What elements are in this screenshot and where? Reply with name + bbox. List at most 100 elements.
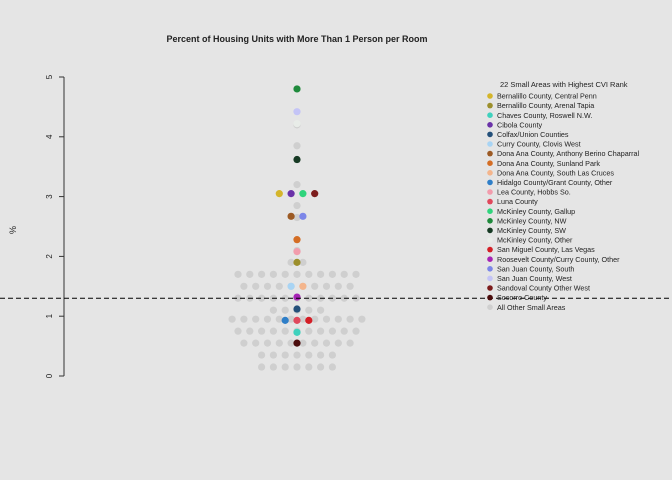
background-dot xyxy=(311,282,319,290)
background-dot xyxy=(228,315,236,323)
background-dot xyxy=(299,339,307,347)
background-dot xyxy=(258,351,266,359)
background-dot xyxy=(275,315,283,323)
y-tick-label: 3 xyxy=(45,194,54,199)
background-dot xyxy=(234,294,242,302)
legend-label: Dona Ana County, South Las Cruces xyxy=(497,168,614,177)
background-dot xyxy=(281,363,289,371)
legend-label: Lea County, Hobbs So. xyxy=(497,188,571,197)
background-dot xyxy=(263,339,272,347)
legend-swatch xyxy=(487,170,493,176)
legend-label: McKinley County, Gallup xyxy=(497,207,575,216)
background-dot xyxy=(240,315,248,323)
background-dot xyxy=(358,315,366,323)
legend-label: Dona Ana County, Anthony Berino Chaparra… xyxy=(497,149,640,158)
legend-swatch xyxy=(487,304,493,311)
legend-swatch xyxy=(487,218,493,224)
background-dot xyxy=(322,315,331,323)
legend-label: Cibola County xyxy=(497,120,543,129)
background-dot xyxy=(287,315,295,323)
legend-label: San Juan County, West xyxy=(497,274,572,283)
series-dot xyxy=(299,190,307,198)
background-dot xyxy=(299,258,307,266)
legend-swatch xyxy=(487,285,493,291)
legend-swatch xyxy=(487,237,493,243)
background-dot xyxy=(252,315,260,323)
background-dot xyxy=(252,339,260,347)
background-dot xyxy=(305,351,313,359)
background-dot xyxy=(234,327,242,335)
background-dot xyxy=(263,315,272,323)
background-dot xyxy=(293,181,301,189)
series-dot xyxy=(293,248,301,256)
background-dot xyxy=(293,213,301,222)
background-dot xyxy=(317,327,325,335)
background-dot xyxy=(311,339,319,347)
background-dot xyxy=(328,363,336,371)
legend-label: Sandoval County Other West xyxy=(497,284,590,293)
series-dot xyxy=(287,282,295,290)
background-dot xyxy=(281,270,289,278)
background-dot xyxy=(317,363,325,371)
background-dot xyxy=(317,351,325,359)
background-dot xyxy=(246,270,254,278)
background-dot xyxy=(293,142,301,150)
background-dot xyxy=(263,282,272,290)
background-dot xyxy=(346,315,354,323)
background-dot xyxy=(346,339,354,347)
series-dot xyxy=(281,316,289,324)
legend-swatch xyxy=(487,150,493,157)
background-dot xyxy=(340,327,348,335)
y-axis: 0 1 2 3 4 5 xyxy=(45,74,65,378)
series-dot xyxy=(299,282,307,290)
chart-title: Percent of Housing Units with More Than … xyxy=(166,34,427,44)
legend-swatch xyxy=(487,179,493,186)
legend-swatch xyxy=(487,208,493,214)
series-dot xyxy=(293,258,301,266)
y-tick-label: 0 xyxy=(45,373,54,378)
legend-swatch xyxy=(487,141,493,147)
background-dot xyxy=(258,270,266,278)
series-dot xyxy=(305,316,313,324)
background-dot xyxy=(275,282,283,290)
y-tick-label: 1 xyxy=(45,313,54,318)
series-dot xyxy=(293,328,301,336)
y-tick-label: 4 xyxy=(45,134,54,139)
background-dot xyxy=(293,363,301,371)
background-dot xyxy=(258,294,266,302)
background-dot xyxy=(234,270,242,278)
background-dot xyxy=(281,294,289,302)
background-dot xyxy=(258,363,266,371)
legend-label: Chaves County, Roswell N.W. xyxy=(497,111,592,120)
background-dot xyxy=(322,339,331,347)
y-axis-label: % xyxy=(8,226,18,234)
background-dot xyxy=(305,327,313,335)
background-dot xyxy=(275,339,283,347)
legend-label: Dona Ana County, Sunland Park xyxy=(497,159,600,168)
background-dot xyxy=(346,282,354,290)
legend-swatch xyxy=(487,294,493,301)
legend-label: Bernalillo County, Arenal Tapia xyxy=(497,101,594,110)
legend-label: Luna County xyxy=(497,197,538,206)
legend-label: McKinley County, NW xyxy=(497,216,567,225)
legend-label: Roosevelt County/Curry County, Other xyxy=(497,255,620,264)
series-dot xyxy=(293,316,301,324)
series-dot xyxy=(311,190,319,198)
background-dot xyxy=(317,306,325,314)
legend-label: McKinley County, SW xyxy=(497,226,566,235)
background-dot xyxy=(299,315,307,323)
legend-swatch xyxy=(487,266,493,272)
series-dot xyxy=(293,108,301,116)
series-dot xyxy=(293,85,301,93)
legend: 22 Small Areas with Highest CVI Rank Ber… xyxy=(487,80,640,312)
background-dot xyxy=(317,270,325,278)
legend-label: Bernalillo County, Central Penn xyxy=(497,92,597,101)
legend-swatch xyxy=(487,227,493,234)
legend-swatch xyxy=(487,112,493,118)
legend-swatch xyxy=(487,131,493,138)
legend-label: McKinley County, Other xyxy=(497,236,573,245)
background-dot xyxy=(328,351,336,359)
legend-swatch xyxy=(487,122,493,128)
